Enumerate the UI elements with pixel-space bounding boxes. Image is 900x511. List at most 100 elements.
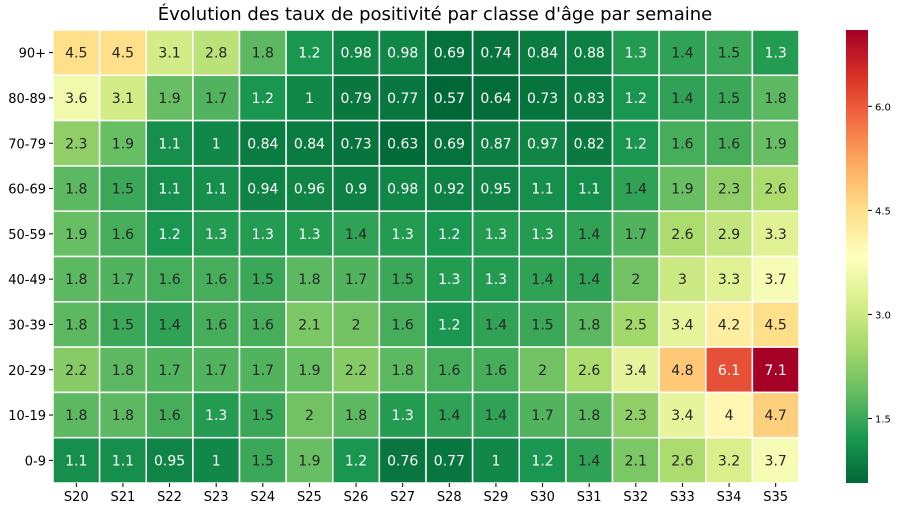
cell-value-label: 1.4 (158, 317, 180, 333)
cell-value-label: 4.5 (65, 46, 87, 62)
cell-value-label: 0.95 (480, 182, 511, 198)
heatmap-cell (98, 119, 147, 167)
cell-value-label: 2.3 (718, 182, 740, 198)
cell-value-label: 1.4 (625, 182, 647, 198)
heatmap-cell (145, 74, 194, 122)
x-tick-label: S25 (297, 490, 322, 505)
cell-value-label: 2.2 (345, 363, 367, 379)
cell-value-label: 1.3 (205, 408, 227, 424)
cell-value-label: 1.6 (112, 227, 134, 243)
cell-value-label: 1.2 (252, 91, 274, 107)
cell-value-label: 0.96 (294, 182, 325, 198)
heatmap-cell (565, 74, 614, 122)
cell-value-label: 4 (725, 408, 734, 424)
cell-value-label: 3.4 (625, 363, 647, 379)
heatmap-cell (238, 436, 287, 484)
heatmap-cell (565, 391, 614, 439)
cell-value-label: 2.1 (625, 453, 647, 469)
heatmap-cell (238, 119, 287, 167)
x-tick-label: S24 (250, 490, 275, 505)
cell-value-label: 1.9 (158, 91, 180, 107)
heatmap-cell (565, 301, 614, 348)
cell-value-label: 0.88 (574, 46, 605, 62)
cell-value-label: 0.57 (434, 91, 465, 107)
cell-value-label: 1.2 (345, 453, 367, 469)
heatmap-cell (425, 119, 474, 167)
cell-value-label: 1.9 (671, 182, 693, 198)
heatmap-cell (705, 301, 754, 348)
cell-value-label: 3.4 (671, 408, 693, 424)
cell-value-label: 1.8 (765, 91, 787, 107)
heatmap-cell (705, 29, 754, 77)
heatmap-cell (611, 74, 660, 122)
cell-value-label: 1.3 (485, 272, 507, 288)
heatmap-cell (192, 436, 241, 484)
x-tick-label: S31 (577, 490, 602, 505)
heatmap-cell (751, 74, 800, 122)
cell-value-label: 0.76 (387, 453, 418, 469)
cell-value-label: 1.5 (718, 46, 740, 62)
heatmap-cell (658, 29, 707, 77)
cell-value-label: 1.8 (65, 408, 87, 424)
heatmap-cell (565, 119, 614, 167)
x-tick-label: S21 (111, 490, 136, 505)
y-tick-label: 90+ (19, 47, 46, 62)
cell-value-label: 1.5 (718, 91, 740, 107)
heatmap-cell (658, 119, 707, 167)
cell-value-label: 1.6 (252, 317, 274, 333)
cell-value-label: 1.6 (438, 363, 460, 379)
cell-value-label: 1.7 (531, 408, 553, 424)
heatmap-cell (611, 436, 660, 484)
heatmap-cell (332, 119, 381, 167)
cell-value-label: 1.8 (65, 272, 87, 288)
cell-value-label: 1.1 (158, 182, 180, 198)
heatmap-cell (238, 165, 287, 212)
cell-value-label: 3.4 (671, 317, 693, 333)
cell-value-label: 0.74 (480, 46, 511, 62)
y-tick-label: 40-49 (8, 273, 46, 288)
cell-value-label: 1.6 (205, 272, 227, 288)
cell-value-label: 1.1 (65, 453, 87, 469)
cell-value-label: 1.8 (112, 363, 134, 379)
cell-value-label: 1.3 (485, 227, 507, 243)
cell-value-label: 1.8 (65, 182, 87, 198)
x-tick-label: S26 (344, 490, 369, 505)
cell-value-label: 1.8 (112, 408, 134, 424)
cell-value-label: 3.3 (718, 272, 740, 288)
x-axis: S20 S21 S22 S23 S24 S25 S26 S27 S28 S29 S30 S31 S32 S… (64, 483, 788, 505)
cell-value-label: 1.8 (578, 408, 600, 424)
heatmap-cell (285, 391, 334, 439)
x-tick-label: S35 (763, 490, 788, 505)
heatmap-cell (751, 29, 800, 77)
heatmap-cell (518, 301, 567, 348)
cell-value-label: 1.6 (718, 136, 740, 152)
heatmap-cell (518, 210, 567, 258)
heatmap-cell (98, 301, 147, 348)
heatmap-cell (658, 165, 707, 212)
heatmap-cell (518, 391, 567, 439)
heatmap-cell (751, 436, 800, 484)
cell-value-label: 3.3 (765, 227, 787, 243)
cell-value-label: 0.79 (340, 91, 371, 107)
cell-value-label: 7.1 (765, 363, 787, 379)
heatmap-cell (378, 165, 427, 212)
cell-value-label: 0.98 (340, 46, 371, 62)
heatmap-cell (98, 74, 147, 122)
y-tick-label: 80-89 (8, 92, 46, 107)
cell-value-label: 1.1 (578, 182, 600, 198)
cell-value-label: 0.92 (434, 182, 465, 198)
heatmap-cell (705, 255, 754, 303)
x-tick-label: S28 (437, 490, 462, 505)
colorbar-tick-label: 1.5 (875, 414, 891, 425)
cell-value-label: 0.77 (387, 91, 418, 107)
heatmap-cell (705, 346, 754, 394)
cell-value-label: 1.2 (298, 46, 320, 62)
cell-value-label: 1.3 (298, 227, 320, 243)
heatmap-cell (611, 29, 660, 77)
heatmap-cell (378, 436, 427, 484)
cell-value-label: 1.2 (625, 91, 647, 107)
heatmap-cell (705, 165, 754, 212)
cell-value-label: 1.9 (298, 453, 320, 469)
y-tick-label: 70-79 (8, 137, 46, 152)
